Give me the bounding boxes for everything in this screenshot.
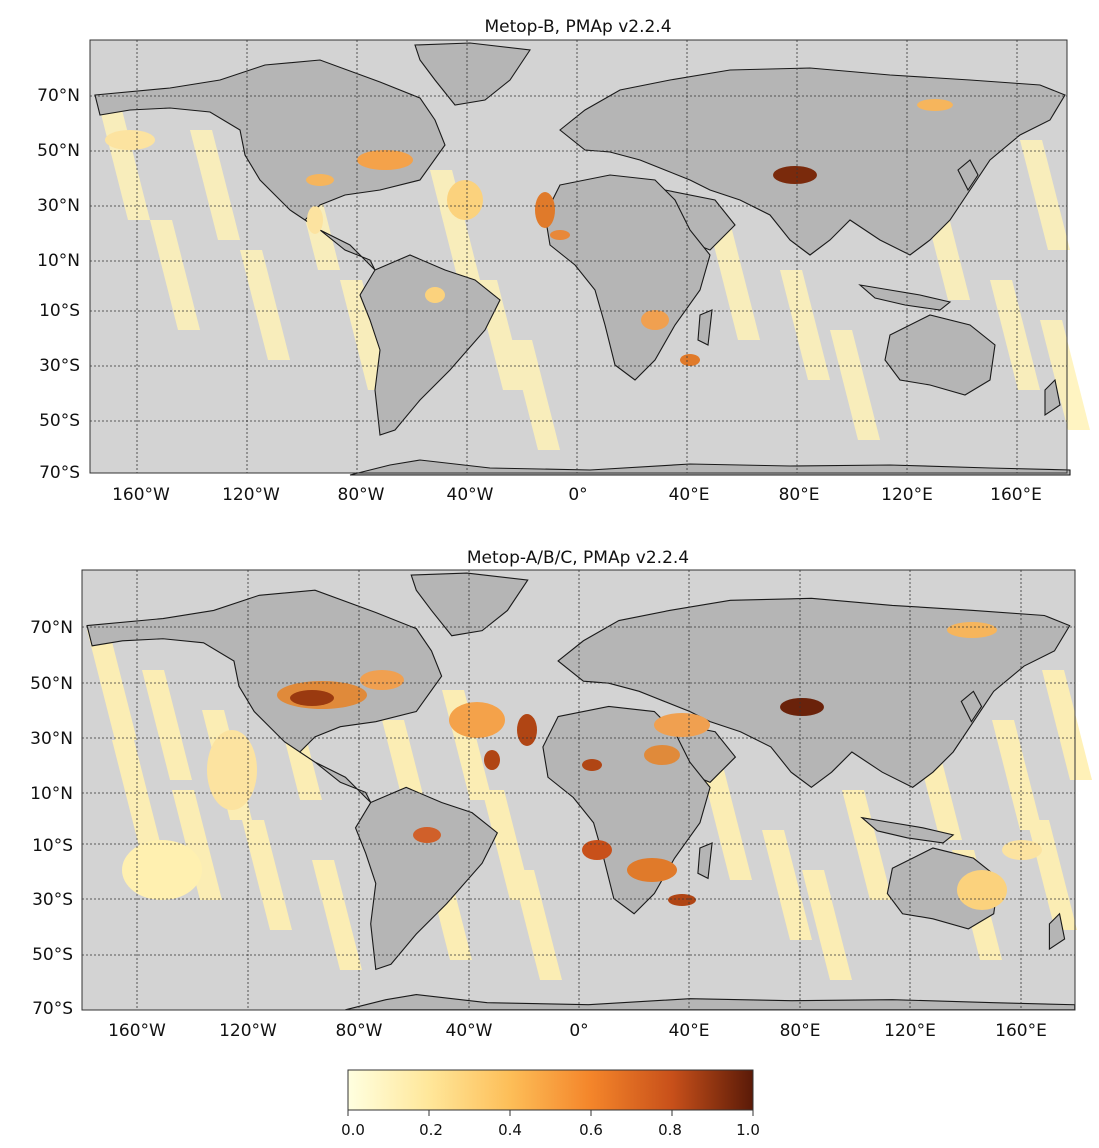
lon-label: 40°W [447, 485, 494, 505]
lat-label: 70°S [32, 999, 73, 1019]
colorbar: 0.0 0.2 0.4 0.6 0.8 1.0 [341, 1069, 760, 1139]
lon-label: 120°E [881, 485, 933, 505]
lon-label: 120°W [219, 1021, 277, 1041]
panel-2-title: Metop-A/B/C, PMAp v2.2.4 [467, 548, 689, 568]
colorbar-tick-label: 0.8 [658, 1121, 682, 1139]
lat-label: 50°N [30, 674, 73, 694]
lat-label: 30°N [30, 729, 73, 749]
lon-label: 160°E [995, 1021, 1047, 1041]
colorbar-gradient [347, 1069, 754, 1111]
lon-label: 40°E [669, 1021, 710, 1041]
panel-1-lon-labels: 160°W 120°W 80°W 40°W 0° 40°E 80°E 120°E… [112, 485, 1042, 505]
lat-label: 70°N [37, 86, 80, 106]
panel-1-lat-labels: 70°N 50°N 30°N 10°N 10°S 30°S 50°S 70°S [37, 86, 80, 483]
lat-label: 10°N [30, 784, 73, 804]
lat-label: 70°N [30, 618, 73, 638]
lon-label: 120°E [884, 1021, 936, 1041]
map-frame [89, 39, 1068, 474]
lat-label: 50°N [37, 141, 80, 161]
lat-label: 50°S [32, 945, 73, 965]
map-frame [81, 569, 1076, 1011]
lon-label: 160°W [112, 485, 170, 505]
colorbar-tick-label: 0.6 [579, 1121, 603, 1139]
lon-label: 80°W [336, 1021, 383, 1041]
lon-label: 0° [569, 1021, 588, 1041]
lat-label: 10°S [32, 836, 73, 856]
colorbar-tick-labels: 0.0 0.2 0.4 0.6 0.8 1.0 [341, 1121, 760, 1139]
lat-label: 10°N [37, 251, 80, 271]
panel-2-lon-labels: 160°W 120°W 80°W 40°W 0° 40°E 80°E 120°E… [108, 1021, 1047, 1041]
map-panel-1 [89, 39, 1090, 476]
lon-label: 80°E [780, 1021, 821, 1041]
graticule [82, 570, 1075, 1010]
lon-label: 40°W [446, 1021, 493, 1041]
colorbar-tick-label: 0.0 [341, 1121, 365, 1139]
lat-label: 30°N [37, 196, 80, 216]
colorbar-tick-label: 1.0 [736, 1121, 760, 1139]
hotspot-layer [105, 99, 953, 366]
lon-label: 120°W [222, 485, 280, 505]
lat-label: 50°S [39, 411, 80, 431]
lat-label: 70°S [39, 463, 80, 483]
graticule [90, 40, 1067, 473]
lat-label: 30°S [32, 890, 73, 910]
panel-2-lat-labels: 70°N 50°N 30°N 10°N 10°S 30°S 50°S 70°S [30, 618, 73, 1019]
lon-label: 160°W [108, 1021, 166, 1041]
colorbar-ticks [347, 1110, 754, 1116]
lat-label: 10°S [39, 301, 80, 321]
lon-label: 160°E [990, 485, 1042, 505]
lon-label: 80°W [338, 485, 385, 505]
lon-label: 80°E [779, 485, 820, 505]
map-panel-2 [81, 569, 1092, 1011]
lat-label: 30°S [39, 356, 80, 376]
colorbar-tick-label: 0.4 [498, 1121, 522, 1139]
colorbar-tick-label: 0.2 [419, 1121, 443, 1139]
lon-label: 0° [568, 485, 587, 505]
lon-label: 40°E [669, 485, 710, 505]
panel-1-title: Metop-B, PMAp v2.2.4 [484, 17, 671, 37]
